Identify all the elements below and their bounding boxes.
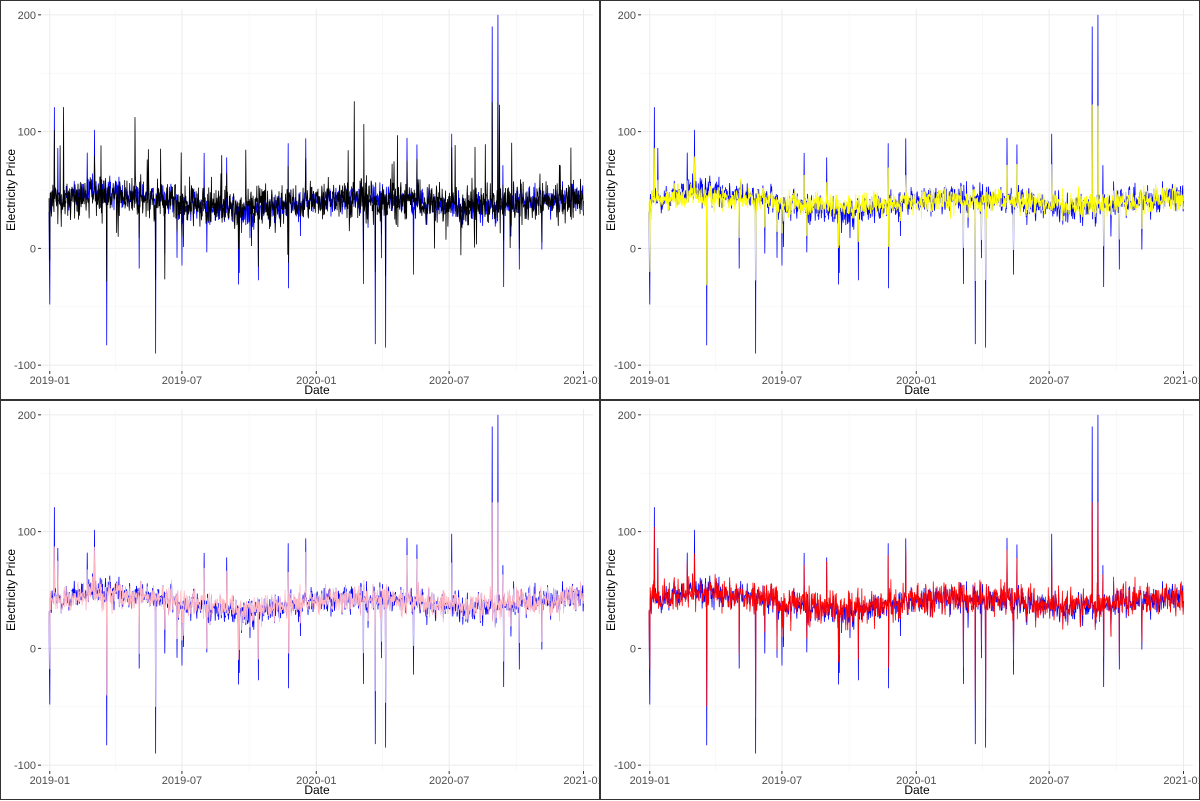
y-axis-title: Electricity Price [4, 149, 18, 231]
y-tick-label: -100 [14, 760, 36, 772]
y-tick-label: -100 [14, 360, 36, 372]
y-tick-label: 100 [18, 127, 36, 139]
y-tick-label: 0 [630, 243, 636, 255]
gridlines [641, 9, 1193, 371]
chart-panel-bottom-left: -100 0 100 200 2019-01 2019-07 2020-01 2020-07 2… [0, 400, 601, 800]
x-tick-label: 2019-01 [30, 775, 70, 787]
x-tick-label: 2019-07 [762, 375, 802, 387]
x-tick-label: 2020-01 [896, 375, 936, 387]
y-tick-label: 0 [30, 243, 36, 255]
chart-svg: -100 0 100 200 2019-01 2019-07 2020-01 2020-07 2… [4, 409, 601, 797]
x-tick-label: 2019-01 [30, 375, 70, 387]
x-tick-label: 2021-01 [1163, 375, 1200, 387]
series-line-forecast [648, 104, 1184, 286]
x-axis-title: Date [904, 783, 930, 797]
y-tick-label: 0 [30, 643, 36, 655]
x-tick-label: 2020-07 [429, 775, 469, 787]
y-tick-label: -100 [614, 760, 636, 772]
x-tick-label: 2019-07 [162, 375, 202, 387]
x-tick-label: 2020-07 [1029, 375, 1069, 387]
x-tick-label: 2020-01 [296, 375, 336, 387]
x-tick-label: 2020-01 [896, 775, 936, 787]
y-tick-label: 200 [618, 410, 636, 422]
series-line-forecast [48, 502, 584, 707]
x-tick-label: 2019-01 [630, 775, 670, 787]
gridlines [41, 409, 593, 771]
x-axis-title: Date [904, 383, 930, 397]
x-axis-title: Date [304, 783, 330, 797]
chart-panel-top-left: -100 0 100 200 2019-01 2019-07 2020-01 2020-07 2… [0, 0, 601, 400]
gridlines [41, 9, 593, 371]
y-tick-label: 0 [630, 643, 636, 655]
series-line-forecast [648, 502, 1184, 719]
gridlines [641, 409, 1193, 771]
x-tick-label: 2020-07 [429, 375, 469, 387]
series-line-actual [648, 14, 1184, 354]
y-axis-title: Electricity Price [604, 149, 618, 231]
x-tick-label: 2020-07 [1029, 775, 1069, 787]
y-tick-label: 100 [618, 527, 636, 539]
y-tick-label: -100 [614, 360, 636, 372]
chart-svg: -100 0 100 200 2019-01 2019-07 2020-01 2020-07 2… [4, 9, 601, 397]
chart-svg: -100 0 100 200 2019-01 2019-07 2020-01 2020-07 2… [604, 9, 1200, 397]
chart-panel-bottom-right: -100 0 100 200 2019-01 2019-07 2020-01 2020-07 2… [600, 400, 1200, 800]
x-tick-label: 2019-01 [630, 375, 670, 387]
y-axis-title: Electricity Price [604, 549, 618, 631]
x-tick-label: 2019-07 [162, 775, 202, 787]
chart-panel-top-right: -100 0 100 200 2019-01 2019-07 2020-01 2020-07 2… [600, 0, 1200, 400]
y-tick-label: 100 [618, 127, 636, 139]
y-tick-label: 200 [18, 410, 36, 422]
x-tick-label: 2019-07 [762, 775, 802, 787]
series-line-forecast [48, 101, 584, 282]
y-axis-title: Electricity Price [4, 549, 18, 631]
y-tick-label: 100 [18, 527, 36, 539]
x-tick-label: 2021-01 [1163, 775, 1200, 787]
x-tick-label: 2020-01 [296, 775, 336, 787]
chart-svg: -100 0 100 200 2019-01 2019-07 2020-01 2020-07 2… [604, 409, 1200, 797]
y-tick-label: 200 [18, 10, 36, 22]
x-tick-label: 2021-01 [563, 375, 601, 387]
x-axis-title: Date [304, 383, 330, 397]
x-tick-label: 2021-01 [563, 775, 601, 787]
y-tick-label: 200 [618, 10, 636, 22]
